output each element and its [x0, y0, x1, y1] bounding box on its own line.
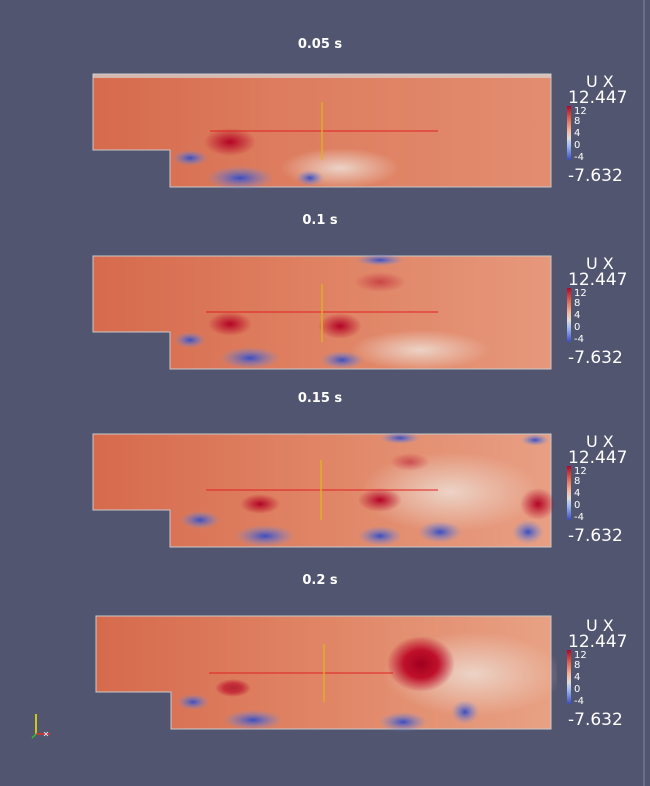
- legend-min: -7.632: [568, 526, 623, 546]
- legend-tick: 4: [574, 128, 581, 139]
- legend-tick: -4: [574, 512, 584, 523]
- legend-min: -7.632: [568, 166, 623, 186]
- legend-tick: 4: [574, 310, 581, 321]
- legend-tick: 0: [574, 500, 581, 511]
- legend-tick: 8: [574, 116, 581, 127]
- legend-tick: 12: [574, 288, 587, 299]
- legend-tick: -4: [574, 152, 584, 163]
- legend-colorbar: [567, 650, 571, 704]
- velocity-field-plot: [92, 254, 552, 370]
- time-label: 0.1 s: [302, 213, 338, 228]
- legend-tick: 0: [574, 684, 581, 695]
- legend-colorbar: [567, 466, 571, 520]
- legend-tick: 12: [574, 106, 587, 117]
- legend-tick: 8: [574, 660, 581, 671]
- legend-colorbar: [567, 288, 571, 342]
- legend-max: 12.447: [568, 448, 628, 468]
- legend-max: 12.447: [568, 632, 628, 652]
- legend-max: 12.447: [568, 88, 628, 108]
- legend-title: U X: [586, 254, 614, 273]
- legend-max: 12.447: [568, 270, 628, 290]
- velocity-field-plot: [92, 73, 552, 190]
- legend-title: U X: [586, 72, 614, 91]
- legend-title: U X: [586, 616, 614, 635]
- time-label: 0.15 s: [297, 391, 343, 406]
- legend-title: U X: [586, 432, 614, 451]
- legend-tick: 4: [574, 488, 581, 499]
- legend-tick: -4: [574, 696, 584, 707]
- viewport-border: [643, 0, 645, 786]
- orientation-axes-icon: [31, 714, 50, 739]
- time-label: 0.2 s: [302, 573, 338, 588]
- legend-tick: 12: [574, 466, 587, 477]
- legend-tick: -4: [574, 334, 584, 345]
- legend-colorbar: [567, 106, 571, 160]
- legend-min: -7.632: [568, 348, 623, 368]
- legend-tick: 8: [574, 298, 581, 309]
- time-label: 0.05 s: [297, 37, 343, 52]
- legend-min: -7.632: [568, 710, 623, 730]
- velocity-field-plot: [92, 432, 554, 548]
- legend-tick: 4: [574, 672, 581, 683]
- velocity-field-plot: [95, 615, 557, 732]
- legend-tick: 8: [574, 476, 581, 487]
- legend-tick: 12: [574, 650, 587, 661]
- legend-tick: 0: [574, 140, 581, 151]
- legend-tick: 0: [574, 322, 581, 333]
